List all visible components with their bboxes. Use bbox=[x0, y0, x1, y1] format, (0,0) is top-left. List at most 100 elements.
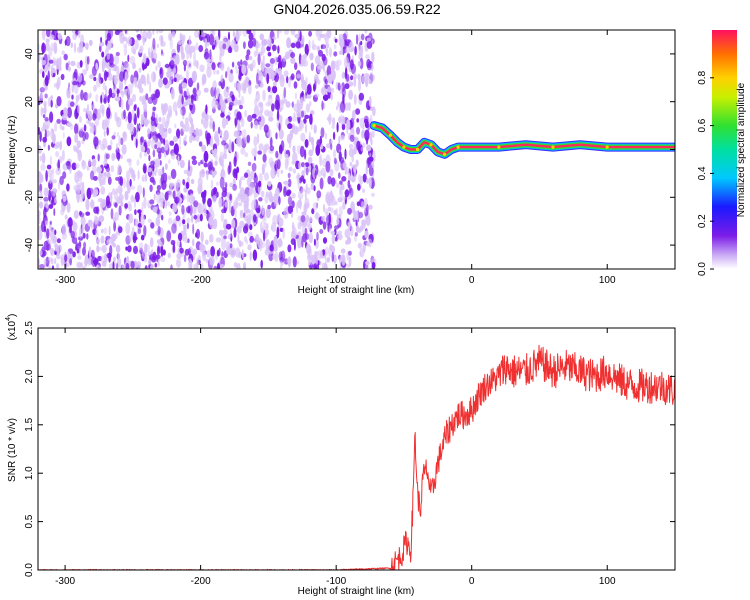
spectrogram-noise-speckle bbox=[187, 77, 194, 88]
spectrogram-noise-speckle bbox=[242, 30, 248, 37]
spectrogram-noise-speckle bbox=[205, 258, 209, 263]
spectrogram-noise-speckle bbox=[98, 173, 102, 183]
spectrogram-noise-speckle bbox=[82, 232, 86, 239]
spectrogram-noise-speckle bbox=[242, 261, 247, 269]
spectrogram-noise-speckle bbox=[314, 170, 317, 179]
spectrogram-noise-speckle bbox=[158, 151, 162, 160]
colorbar: 0.0 0.2 0.4 0.6 0.8 Normalized spectral ampl… bbox=[697, 30, 747, 276]
spectrogram-noise-speckle bbox=[62, 195, 67, 202]
spectrogram-noise-speckle bbox=[189, 193, 195, 205]
spectrogram-noise-speckle bbox=[156, 184, 162, 191]
spectrogram-noise-speckle bbox=[357, 74, 361, 83]
colorbar-tick-label: 0.8 bbox=[697, 70, 708, 84]
spectrogram-signal-peak bbox=[388, 133, 392, 137]
spectrogram-noise-speckle bbox=[74, 230, 77, 238]
spectrogram-noise-speckle bbox=[121, 111, 124, 120]
spectrogram-noise-speckle bbox=[43, 196, 49, 202]
spectrogram-noise-speckle bbox=[282, 227, 286, 240]
spectrogram-noise-speckle bbox=[271, 103, 275, 112]
spectrogram-noise-speckle bbox=[325, 246, 329, 256]
spectrogram-noise-speckle bbox=[286, 75, 289, 84]
spectrogram-noise-speckle bbox=[233, 43, 239, 53]
spectrogram-noise-speckle bbox=[78, 127, 85, 132]
spectrogram-noise-speckle bbox=[61, 126, 65, 131]
spectrogram-noise-speckle bbox=[127, 84, 133, 96]
spectrogram-noise-speckle bbox=[61, 149, 65, 161]
spectrogram-noise-speckle bbox=[45, 38, 50, 44]
spectrogram-noise-speckle bbox=[66, 136, 72, 147]
spectrogram-noise-speckle bbox=[91, 104, 96, 110]
spectrogram-noise-speckle bbox=[47, 97, 52, 107]
spectrogram-noise-speckle bbox=[153, 193, 156, 201]
spectrogram-noise-speckle bbox=[206, 169, 209, 181]
spectrogram-noise-speckle bbox=[173, 77, 177, 83]
spectrogram-noise-speckle bbox=[262, 89, 266, 102]
spectrogram-noise-speckle bbox=[306, 84, 312, 96]
spectrogram-noise-speckle bbox=[76, 184, 81, 194]
spectrogram-noise-speckle bbox=[107, 39, 112, 50]
spectrogram-noise-speckle bbox=[253, 120, 259, 129]
spectrogram-noise-speckle bbox=[147, 97, 154, 104]
spectrogram-noise-speckle bbox=[303, 204, 307, 213]
spectrogram-noise-speckle bbox=[167, 217, 173, 225]
spectrogram-noise-speckle bbox=[280, 169, 283, 174]
spectrogram-noise-speckle bbox=[340, 134, 345, 141]
spectrogram-noise-speckle bbox=[143, 55, 146, 64]
spectrogram-noise-speckle bbox=[44, 129, 47, 140]
spectrogram-y-ticks: -40 -20 0 20 40 bbox=[24, 48, 675, 252]
spectrogram-noise-speckle bbox=[141, 98, 144, 105]
spectrogram-noise-speckle bbox=[352, 148, 357, 155]
spectrogram-noise-speckle bbox=[200, 231, 204, 243]
spectrogram-noise-speckle bbox=[344, 39, 347, 46]
spectrogram-noise-speckle bbox=[157, 60, 161, 68]
spectrogram-noise-speckle bbox=[167, 127, 172, 134]
spectrogram-noise-speckle bbox=[333, 51, 338, 57]
spectrogram-noise-speckle bbox=[114, 202, 118, 208]
spectrogram-noise-speckle bbox=[321, 215, 326, 222]
spectrogram-noise-speckle bbox=[220, 100, 226, 112]
spectrogram-noise-speckle bbox=[93, 76, 97, 82]
spectrogram-noise-speckle bbox=[202, 251, 207, 262]
spectrogram-noise-speckle bbox=[334, 38, 338, 43]
spectrogram-noise-speckle bbox=[136, 159, 140, 166]
spectrogram-noise-speckle bbox=[344, 148, 347, 160]
spectrogram-noise-speckle bbox=[179, 136, 182, 147]
spectrogram-noise-speckle bbox=[265, 143, 270, 151]
spectrogram-noise-speckle bbox=[182, 59, 188, 67]
spectrogram-noise-speckle bbox=[251, 113, 257, 119]
spectrogram-noise-speckle bbox=[191, 214, 194, 224]
spectrogram-noise-speckle bbox=[135, 191, 140, 203]
spectrogram-noise-speckle bbox=[53, 208, 56, 217]
spectrogram-noise-speckle bbox=[353, 164, 357, 174]
spectrogram-noise-speckle bbox=[362, 173, 367, 183]
spectrogram-noise-speckle bbox=[230, 247, 236, 258]
spectrogram-noise-speckle bbox=[169, 182, 174, 187]
spectrogram-noise-speckle bbox=[207, 161, 213, 171]
spectrogram-noise-speckle bbox=[283, 70, 289, 77]
spectrogram-noise-speckle bbox=[149, 237, 154, 248]
spectrogram-noise-speckle bbox=[124, 190, 129, 201]
spectrogram-noise-speckle bbox=[158, 197, 165, 203]
spectrogram-noise-speckle bbox=[201, 118, 204, 125]
spectrogram-noise-speckle bbox=[125, 115, 128, 122]
spectrogram-noise-speckle bbox=[126, 170, 130, 181]
spectrogram-noise-speckle bbox=[360, 146, 364, 152]
spectrogram-noise-speckle bbox=[309, 100, 312, 107]
snr-y-tick-label: 0.5 bbox=[24, 514, 35, 528]
spectrogram-noise-speckle bbox=[332, 149, 337, 159]
spectrogram-noise-speckle bbox=[252, 30, 256, 37]
spectrogram-noise-speckle bbox=[337, 233, 343, 241]
snr-x-tick-label: 0 bbox=[469, 576, 475, 587]
spectrogram-noise-speckle bbox=[327, 74, 333, 84]
spectrogram-noise-speckle bbox=[235, 170, 238, 181]
spectrogram-noise-speckle bbox=[248, 84, 252, 95]
spectrogram-noise-speckle bbox=[149, 253, 155, 261]
spectrogram-noise-speckle bbox=[299, 30, 302, 42]
spectrogram-noise-speckle bbox=[51, 128, 55, 134]
spectrogram-noise-speckle bbox=[296, 73, 302, 79]
spectrogram-noise-speckle bbox=[66, 251, 71, 263]
spectrogram-noise-speckle bbox=[140, 213, 145, 226]
spectrogram-noise-speckle bbox=[214, 87, 217, 99]
spectrogram-noise-speckle bbox=[170, 152, 176, 160]
spectrogram-noise-speckle bbox=[139, 45, 144, 53]
